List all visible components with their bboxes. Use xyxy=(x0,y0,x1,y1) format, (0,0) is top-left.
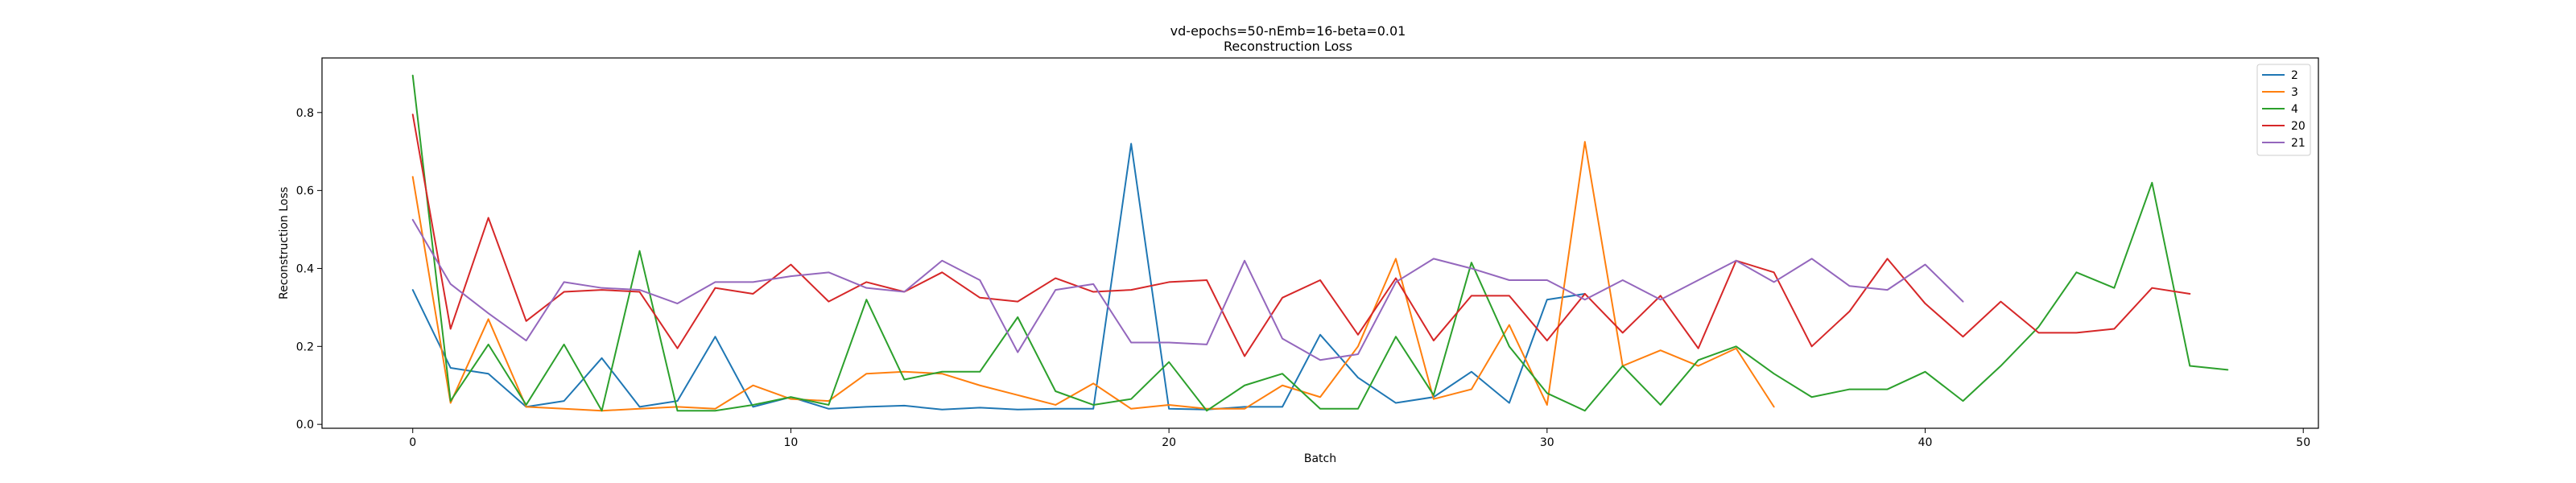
series-line-4 xyxy=(411,74,2229,412)
y-tick-label: 0.6 xyxy=(296,185,314,198)
x-tick-label: 0 xyxy=(409,436,416,449)
series-line-3 xyxy=(411,141,1775,412)
legend-label-21: 21 xyxy=(2291,137,2306,150)
x-tick-label: 10 xyxy=(784,436,799,449)
x-axis-label: Batch xyxy=(1304,452,1336,465)
x-tick-label: 30 xyxy=(1540,436,1554,449)
chart-subtitle: Reconstruction Loss xyxy=(1224,39,1352,54)
legend-label-4: 4 xyxy=(2291,103,2298,116)
series-lines xyxy=(411,74,2229,412)
y-axis-ticks: 0.0 0.2 0.4 0.6 0.8 xyxy=(296,107,322,431)
series-line-21 xyxy=(411,218,1964,361)
y-tick-label: 0.4 xyxy=(296,262,314,275)
y-tick-label: 0.2 xyxy=(296,341,314,353)
x-tick-label: 50 xyxy=(2296,436,2310,449)
x-tick-label: 40 xyxy=(1918,436,1933,449)
x-tick-label: 20 xyxy=(1162,436,1176,449)
y-tick-label: 0.8 xyxy=(296,107,314,120)
series-line-20 xyxy=(411,114,2191,357)
legend-label-2: 2 xyxy=(2291,69,2298,82)
y-tick-label: 0.0 xyxy=(296,419,314,431)
series-line-2 xyxy=(411,142,1586,411)
x-axis-ticks: 0 10 20 30 40 50 xyxy=(409,428,2310,449)
legend: 2 3 4 20 21 xyxy=(2256,64,2311,156)
legend-label-3: 3 xyxy=(2291,86,2298,99)
y-axis-label: Reconstruction Loss xyxy=(278,187,291,299)
plot-frame xyxy=(321,57,2319,429)
chart-title: vd-epochs=50-nEmb=16-beta=0.01 xyxy=(1170,23,1406,39)
legend-label-20: 20 xyxy=(2291,120,2306,133)
legend-box xyxy=(2256,64,2311,156)
